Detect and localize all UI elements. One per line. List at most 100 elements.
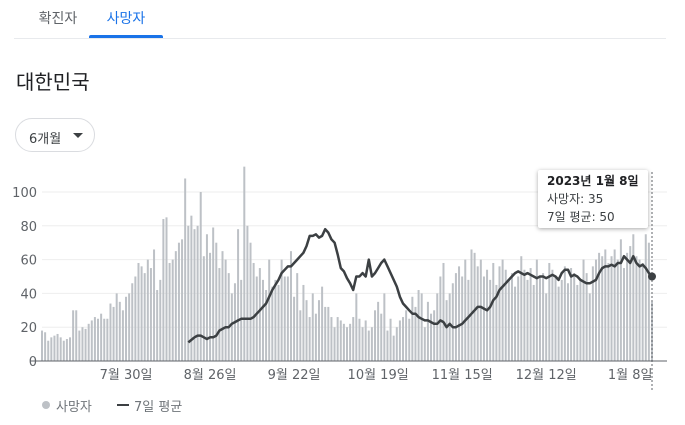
bar bbox=[594, 259, 597, 361]
bar bbox=[193, 229, 196, 361]
bar bbox=[199, 192, 202, 361]
bar bbox=[115, 293, 118, 361]
bar bbox=[333, 327, 336, 361]
bar bbox=[181, 239, 184, 361]
bar bbox=[361, 327, 364, 361]
bar bbox=[286, 276, 289, 361]
bar bbox=[610, 256, 613, 361]
bar bbox=[479, 259, 482, 361]
y-tick-label: 60 bbox=[20, 254, 37, 269]
bar bbox=[395, 327, 398, 361]
bar bbox=[221, 251, 224, 361]
x-tick-label: 7월 30일 bbox=[100, 368, 153, 383]
bar bbox=[205, 234, 208, 361]
average-line bbox=[187, 227, 653, 344]
bar bbox=[520, 256, 523, 361]
bar bbox=[626, 252, 629, 361]
bar bbox=[249, 242, 252, 361]
bar bbox=[311, 293, 314, 361]
bar bbox=[81, 327, 84, 361]
bar bbox=[196, 225, 199, 361]
bar bbox=[156, 290, 159, 361]
bar bbox=[635, 256, 638, 361]
bar bbox=[84, 328, 87, 361]
bar bbox=[454, 273, 457, 361]
bar bbox=[414, 306, 417, 361]
tab-deaths[interactable]: 사망자 bbox=[89, 8, 163, 38]
bar bbox=[258, 268, 261, 361]
bar bbox=[364, 320, 367, 361]
bar bbox=[383, 293, 386, 361]
bar bbox=[299, 310, 302, 361]
bar bbox=[224, 259, 227, 361]
region-title: 대한민국 bbox=[16, 70, 90, 94]
tab-cases[interactable]: 확진자 bbox=[38, 11, 78, 27]
x-tick-label: 8월 26일 bbox=[184, 368, 237, 383]
bar bbox=[352, 317, 355, 361]
bar bbox=[41, 330, 43, 361]
bar bbox=[218, 268, 221, 361]
bar bbox=[632, 234, 635, 361]
tooltip-average: 7일 평균: 50 bbox=[547, 210, 615, 224]
bar bbox=[538, 276, 541, 361]
bar bbox=[523, 269, 526, 361]
bar bbox=[50, 337, 53, 361]
bar bbox=[576, 284, 579, 361]
bar bbox=[280, 259, 283, 361]
bar bbox=[582, 259, 585, 361]
tab-bar: 확진자 사망자 bbox=[14, 0, 666, 39]
bar bbox=[510, 273, 513, 361]
bar bbox=[330, 317, 333, 361]
bar bbox=[227, 273, 230, 361]
bar bbox=[629, 246, 632, 361]
bar bbox=[551, 269, 554, 361]
bar bbox=[302, 284, 305, 361]
bar bbox=[554, 276, 557, 361]
bar bbox=[647, 242, 650, 361]
bar bbox=[125, 296, 128, 361]
bar bbox=[162, 219, 165, 361]
bar bbox=[604, 249, 607, 361]
bar bbox=[121, 310, 124, 361]
bar bbox=[514, 286, 517, 361]
bar bbox=[526, 279, 529, 361]
bar bbox=[327, 306, 330, 361]
bar bbox=[62, 340, 65, 361]
bar bbox=[75, 310, 78, 361]
bar bbox=[112, 306, 115, 361]
bar bbox=[436, 293, 439, 361]
tooltip-deaths: 사망자: 35 bbox=[547, 192, 604, 206]
bar bbox=[448, 293, 451, 361]
hover-point bbox=[648, 272, 656, 281]
bar bbox=[573, 273, 576, 361]
bar bbox=[168, 262, 171, 361]
bar bbox=[579, 279, 582, 361]
bar bbox=[442, 262, 445, 361]
bar bbox=[230, 293, 233, 361]
bar bbox=[566, 283, 569, 361]
bar bbox=[149, 268, 152, 361]
bar bbox=[131, 283, 134, 361]
bar bbox=[492, 262, 495, 361]
bar bbox=[342, 323, 345, 361]
bar bbox=[501, 259, 504, 361]
bar bbox=[336, 317, 339, 361]
bar bbox=[420, 293, 423, 361]
bar bbox=[557, 286, 560, 361]
bar bbox=[305, 300, 308, 361]
time-range-dropdown[interactable]: 6개월 bbox=[15, 118, 95, 152]
bar bbox=[392, 335, 395, 361]
x-tick-label: 11월 15일 bbox=[432, 368, 493, 383]
bar bbox=[118, 301, 121, 361]
bar bbox=[651, 301, 653, 361]
bar bbox=[591, 266, 594, 361]
bar bbox=[293, 296, 296, 361]
bar bbox=[486, 269, 489, 361]
bar bbox=[411, 296, 414, 361]
bar bbox=[548, 262, 551, 361]
bar bbox=[339, 320, 342, 361]
bar bbox=[209, 252, 212, 361]
bar bbox=[473, 252, 476, 361]
bar bbox=[507, 279, 510, 361]
